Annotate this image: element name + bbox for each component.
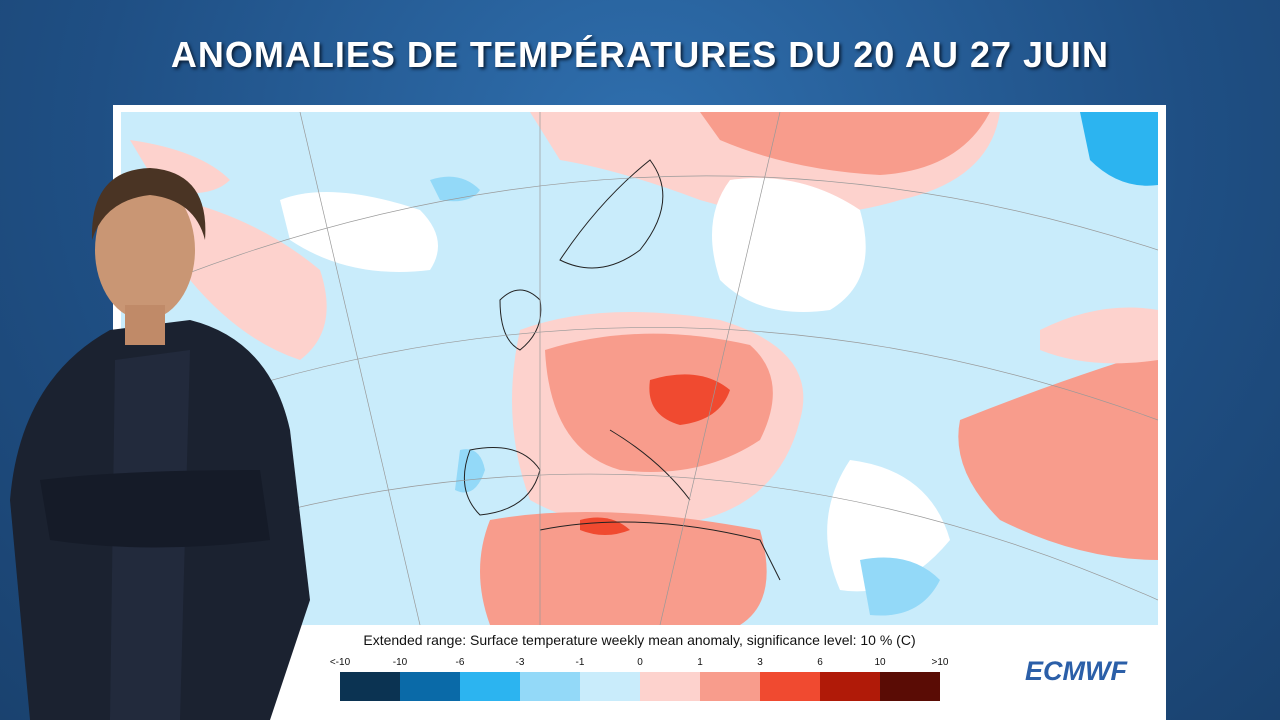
legend-label: 0 [637,657,643,668]
legend-swatch [760,672,820,701]
logo: ECMWF [1025,656,1127,686]
anomaly-field [121,112,1158,625]
legend: <-10 -10 -6 -3 -1 0 1 3 6 10 >10 [330,657,949,701]
legend-label: 3 [757,657,763,668]
legend-label: <-10 [330,657,351,668]
legend-swatch [700,672,760,701]
legend-swatch [340,672,400,701]
legend-label: -3 [516,657,525,668]
legend-swatch [460,672,520,701]
legend-label: 6 [817,657,823,668]
presenter [10,168,310,720]
legend-caption: Extended range: Surface temperature week… [363,632,916,648]
legend-swatch [820,672,880,701]
legend-label: 10 [874,657,886,668]
title: ANOMALIES DE TEMPÉRATURES DU 20 AU 27 JU… [170,34,1110,75]
legend-label: >10 [932,657,949,668]
legend-swatch [580,672,640,701]
legend-label: 1 [697,657,703,668]
legend-swatch [640,672,700,701]
legend-swatch [400,672,460,701]
legend-label: -6 [456,657,465,668]
legend-swatch [520,672,580,701]
legend-label: -10 [393,657,408,668]
legend-swatch [880,672,940,701]
legend-label: -1 [576,657,585,668]
